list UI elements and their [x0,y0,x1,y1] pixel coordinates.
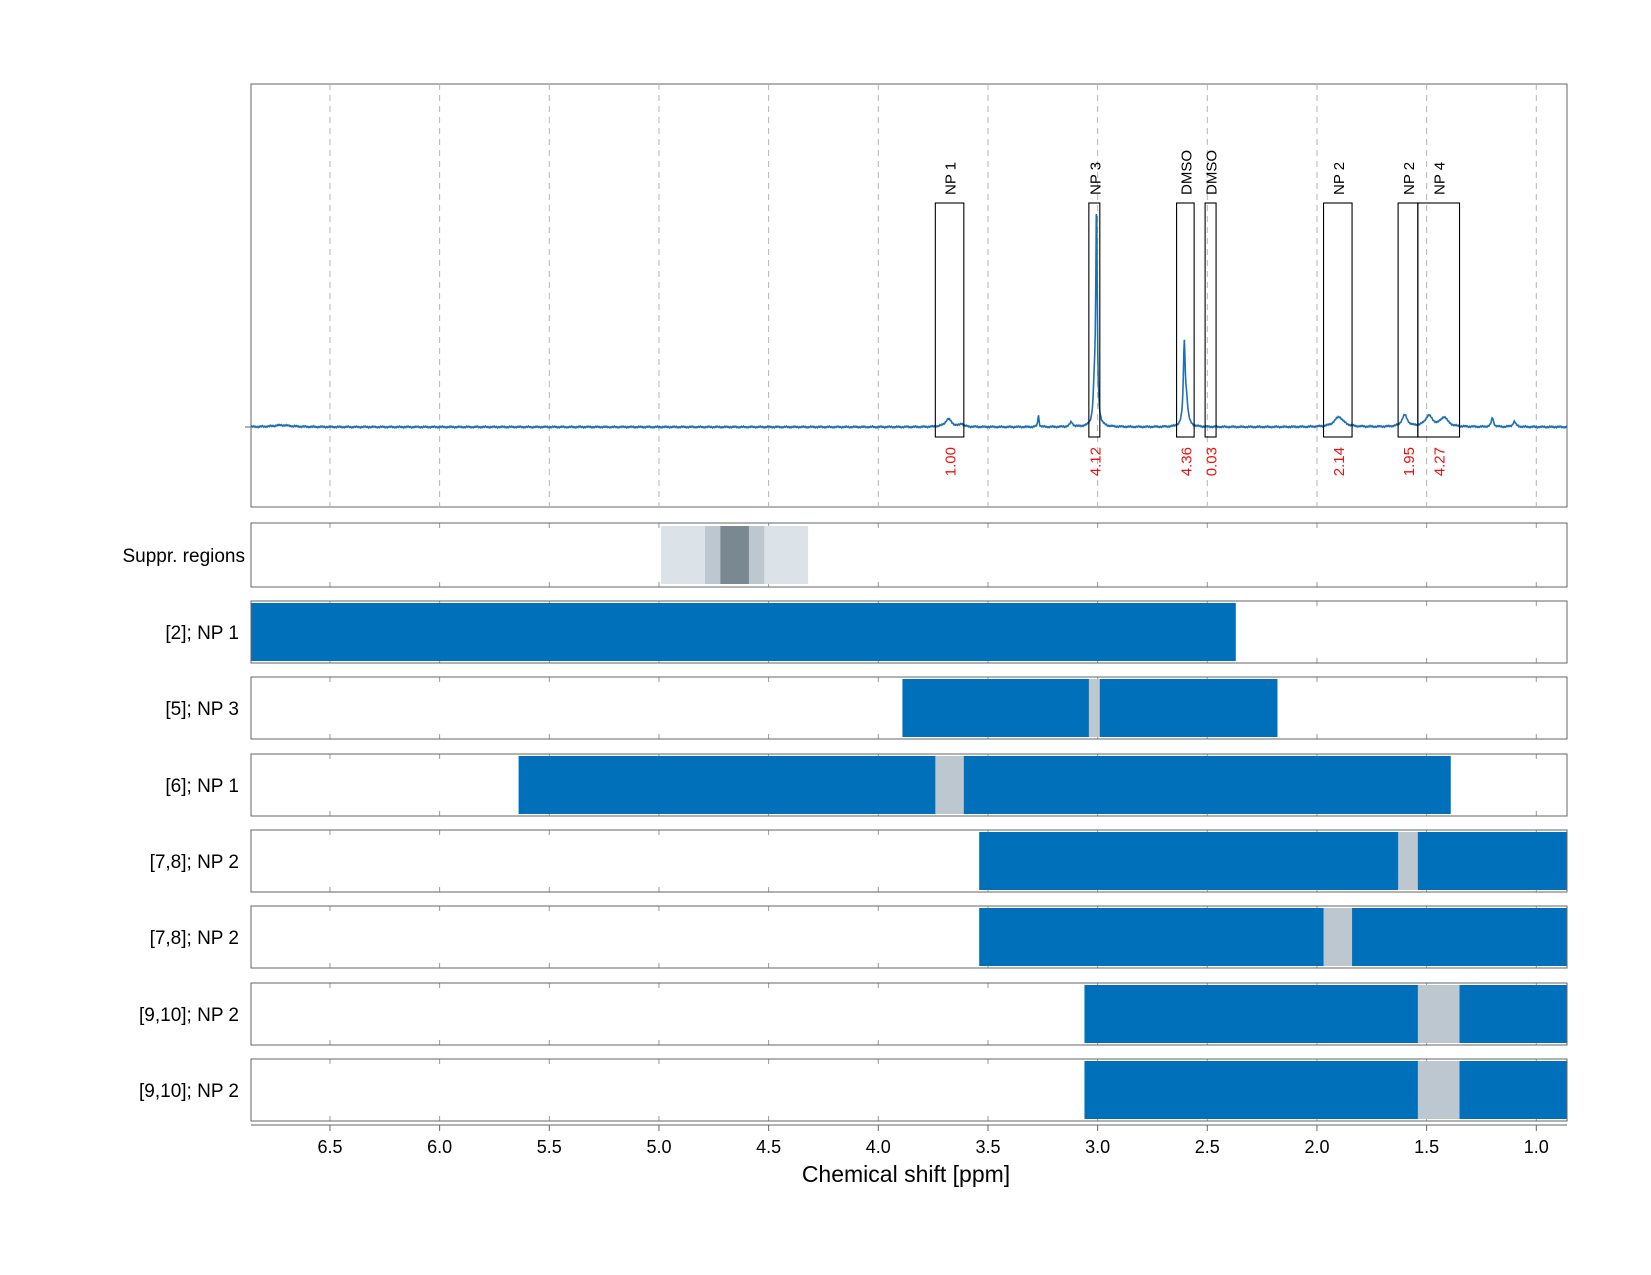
x-axis-label: Chemical shift [ppm] [802,1161,1010,1187]
signal-row-label: [9,10]; NP 2 [139,1081,239,1102]
integration-region-label: NP 2 [1401,162,1418,195]
signal-bar [979,832,1567,890]
signal-bar [518,756,1451,814]
x-tick-label: 1.0 [1524,1137,1549,1157]
signal-row: [9,10]; NP 2 [139,982,1568,1046]
excluded-region [1323,908,1353,966]
signal-row: [5]; NP 3 [165,676,1568,740]
signal-row: [7,8]; NP 2 [150,829,1568,893]
x-tick-label: 3.5 [975,1137,1000,1157]
integration-region-label: NP 4 [1432,162,1449,195]
row-frame [250,753,1568,817]
row-frame [250,829,1568,893]
integral-value: 4.27 [1432,447,1449,476]
signal-row-label: [7,8]; NP 2 [150,928,239,949]
signal-row: [9,10]; NP 2 [139,1058,1568,1122]
integration-region-label: NP 2 [1331,162,1348,195]
signal-bar [1084,985,1567,1043]
integration-region-box [934,202,965,438]
signal-row: [6]; NP 1 [165,753,1568,817]
integration-region-label: DMSO [1204,150,1221,195]
row-frame [250,905,1568,969]
x-tick-label: 2.5 [1195,1137,1220,1157]
integration-region-box [1204,202,1217,438]
x-tick-label: 2.0 [1304,1137,1329,1157]
spectrum-frame [250,83,1568,508]
integration-region-label: NP 1 [943,162,960,195]
signal-row-label: [6]; NP 1 [165,776,239,797]
row-frame [250,1058,1568,1122]
signal-row-label: [5]; NP 3 [165,699,239,720]
signal-row-label: [9,10]; NP 2 [139,1005,239,1026]
integration-region-box [1417,202,1461,438]
suppression-frame [250,522,1568,588]
spectrum-trace [250,213,1568,430]
excluded-region [1088,679,1100,737]
x-tick-label: 5.0 [646,1137,671,1157]
row-frame [250,676,1568,740]
x-tick-label: 4.0 [866,1137,891,1157]
x-tick-label: 5.5 [537,1137,562,1157]
row-frame [250,982,1568,1046]
excluded-region [935,756,964,814]
signal-bar [1084,1061,1567,1119]
integral-value: 2.14 [1331,447,1348,476]
x-axis: 6.5 6.0 5.5 5.0 4.5 4.0 3.5 3.0 2.5 2.0 1.5 1.0 [251,1124,1567,1157]
excluded-region [1417,1061,1460,1119]
x-tick-label: 6.5 [317,1137,342,1157]
row-frame [250,600,1568,664]
signal-bar [979,908,1567,966]
x-tick-label: 4.5 [756,1137,781,1157]
signal-row: [7,8]; NP 2 [150,905,1568,969]
x-tick-label: 6.0 [427,1137,452,1157]
integration-region-label: DMSO [1178,150,1195,195]
integral-value: 1.95 [1401,447,1418,476]
signal-row-label: [2]; NP 1 [165,623,239,644]
integration-region-box [1397,202,1419,438]
suppression-label: Suppr. regions [122,546,245,567]
integration-region-box [1088,202,1101,438]
excluded-region [1417,985,1460,1043]
x-tick-label: 1.5 [1414,1137,1439,1157]
signal-bar [251,603,1236,661]
integral-value: 0.03 [1204,447,1221,476]
suppression-band [720,526,749,584]
integration-region-box [1176,202,1195,438]
suppression-regions-panel: Suppr. regions [122,522,1568,588]
integral-value: 4.36 [1178,447,1195,476]
integral-value: 4.12 [1087,447,1104,476]
spectrum-panel: NP 1 1.00 NP 3 4.12 DMSO 4.36 DMSO 0.03 NP 2 2.14… [245,83,1568,508]
signal-row: [2]; NP 1 [165,600,1568,664]
integration-region-label: NP 3 [1087,162,1104,195]
excluded-region [1398,832,1418,890]
integral-value: 1.00 [943,447,960,476]
x-tick-label: 3.0 [1085,1137,1110,1157]
integration-region-box [1322,202,1353,438]
signal-rows-panel: [2]; NP 1 [5]; NP 3 [6]; NP 1 [7,8]; NP 2 [7… [139,600,1568,1122]
signal-row-label: [7,8]; NP 2 [150,852,239,873]
